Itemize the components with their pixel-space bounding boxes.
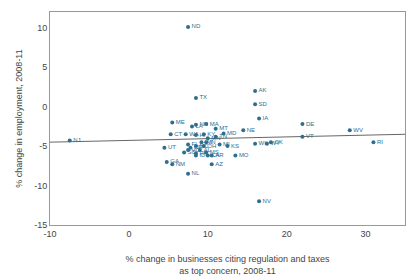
svg-text:30: 30	[361, 229, 371, 239]
svg-text:NH: NH	[199, 121, 208, 127]
svg-text:NV: NV	[263, 198, 271, 204]
svg-text:AL: AL	[203, 147, 211, 153]
svg-text:NL: NL	[192, 170, 200, 176]
svg-text:20: 20	[282, 229, 292, 239]
svg-text:NJ: NJ	[73, 137, 80, 143]
svg-text:% change in employment, 2008-1: % change in employment, 2008-11	[14, 49, 24, 187]
svg-text:MN: MN	[211, 135, 220, 141]
svg-text:MS: MS	[210, 149, 219, 155]
svg-text:OK: OK	[274, 139, 283, 145]
svg-text:IN: IN	[210, 139, 216, 145]
svg-text:NM: NM	[176, 161, 185, 167]
svg-text:GA: GA	[170, 158, 179, 164]
svg-text:AZ: AZ	[215, 161, 223, 167]
svg-text:OR: OR	[194, 144, 204, 150]
svg-text:MI: MI	[223, 141, 230, 147]
svg-text:CA: CA	[211, 152, 219, 158]
svg-text:ME: ME	[176, 119, 185, 125]
svg-text:WK: WK	[259, 140, 269, 146]
svg-text:5: 5	[42, 62, 47, 72]
svg-text:-15: -15	[34, 220, 47, 230]
svg-text:TX: TX	[199, 94, 207, 100]
svg-text:FL: FL	[192, 141, 200, 147]
svg-text:OH: OH	[207, 143, 216, 149]
svg-text:CT: CT	[174, 131, 182, 137]
svg-text:DE: DE	[306, 121, 314, 127]
svg-text:0: 0	[126, 229, 131, 239]
svg-text:ND: ND	[192, 23, 201, 29]
svg-text:HI: HI	[199, 132, 205, 138]
svg-text:MD: MD	[227, 130, 237, 136]
svg-text:WI: WI	[205, 139, 213, 145]
svg-text:IA: IA	[263, 115, 269, 121]
svg-text:10: 10	[37, 23, 47, 33]
svg-text:RI: RI	[377, 139, 383, 145]
svg-text:KY: KY	[207, 131, 215, 137]
svg-text:VT: VT	[306, 133, 314, 139]
svg-text:-10: -10	[34, 181, 47, 191]
svg-text:MT: MT	[219, 125, 228, 131]
svg-text:WY: WY	[270, 140, 280, 146]
svg-text:0: 0	[42, 102, 47, 112]
svg-text:-5: -5	[39, 141, 47, 151]
svg-text:LA: LA	[196, 123, 203, 129]
svg-text:NC: NC	[199, 143, 208, 149]
svg-text:MO: MO	[239, 152, 249, 158]
svg-text:ID: ID	[199, 152, 206, 158]
svg-text:AR: AR	[215, 152, 224, 158]
svg-text:WV: WV	[353, 127, 363, 133]
svg-text:SD: SD	[259, 101, 268, 107]
svg-text:NE: NE	[247, 127, 255, 133]
svg-text:PA: PA	[199, 150, 207, 156]
svg-text:SC: SC	[188, 149, 197, 155]
svg-text:VO: VO	[192, 147, 201, 153]
svg-text:% change in businesses citing: % change in businesses citing regulation…	[125, 254, 330, 276]
svg-text:UT: UT	[168, 144, 176, 150]
svg-text:10: 10	[203, 229, 213, 239]
svg-text:TN: TN	[219, 133, 227, 139]
svg-text:KS: KS	[231, 143, 239, 149]
svg-text:-10: -10	[43, 229, 56, 239]
svg-text:WA: WA	[189, 131, 198, 137]
svg-text:MA: MA	[210, 121, 219, 127]
svg-text:AK: AK	[259, 87, 267, 93]
